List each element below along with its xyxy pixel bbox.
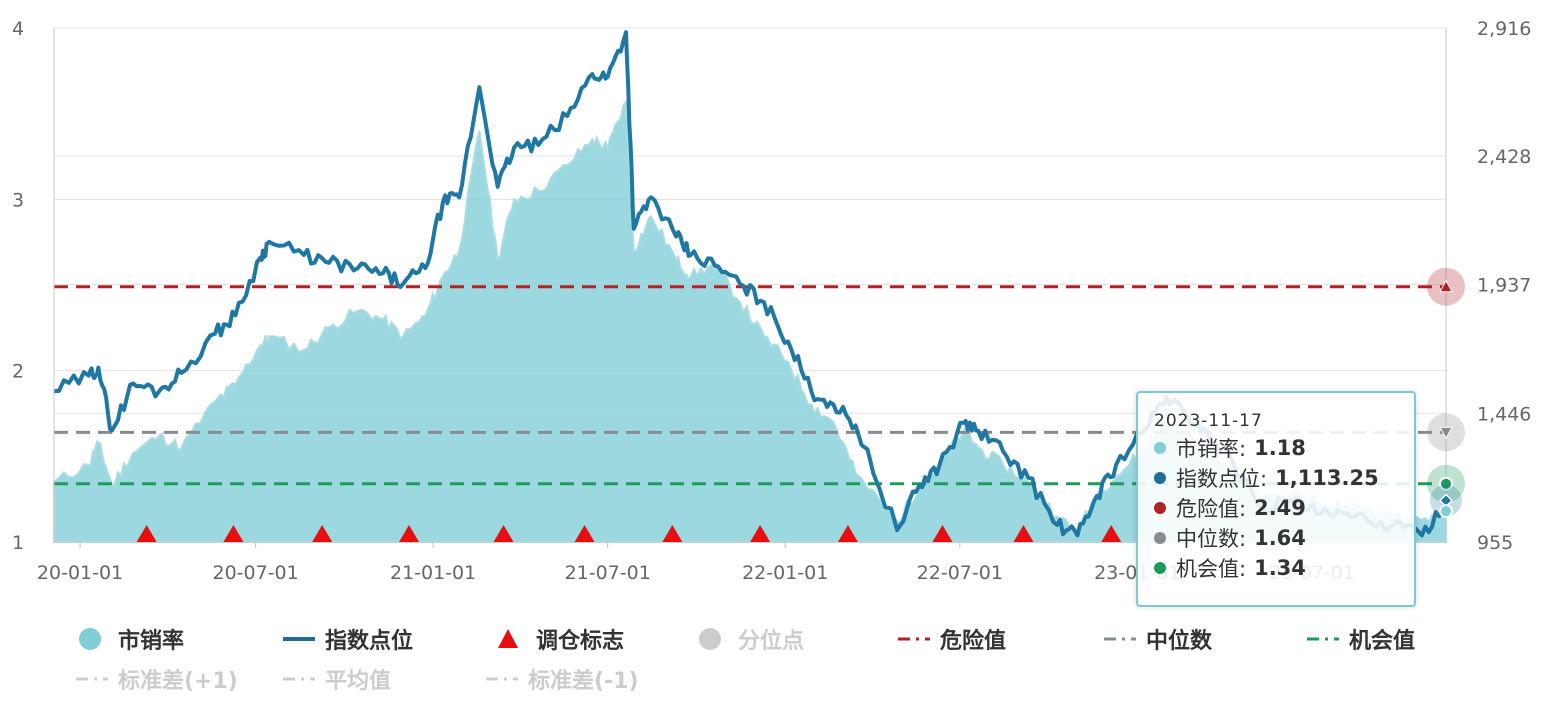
y-right-tick-label: 1,446 — [1477, 403, 1531, 425]
tooltip-dot — [1154, 562, 1166, 574]
tooltip-row: 机会值: 1.34 — [1154, 553, 1414, 583]
legend-symbol — [699, 628, 721, 650]
tooltip-dot — [1154, 472, 1166, 484]
legend-item[interactable]: 中位数 — [1104, 623, 1212, 655]
legend-label: 平均值 — [325, 669, 392, 694]
legend-dash-icon — [898, 637, 930, 641]
rebalance-marker — [493, 525, 514, 542]
tooltip-row: 市销率: 1.18 — [1154, 433, 1414, 463]
y-left-tick-label: 3 — [12, 189, 24, 211]
legend-item[interactable]: 危险值 — [898, 623, 1006, 655]
tooltip-value: 2.49 — [1254, 496, 1306, 520]
legend-label: 分位点 — [738, 629, 805, 654]
rebalance-markers — [136, 525, 1122, 542]
rebalance-marker — [136, 525, 157, 542]
y-left-tick-label: 2 — [12, 361, 24, 383]
legend-symbol — [79, 628, 101, 650]
rebalance-marker — [574, 525, 595, 542]
y-left-tick-label: 4 — [12, 18, 24, 40]
x-tick-label: 20-07-01 — [212, 562, 298, 584]
tooltip-value: 1.64 — [1254, 526, 1306, 550]
tooltip-value: 1,113.25 — [1275, 466, 1379, 490]
legend-label: 机会值 — [1349, 629, 1416, 654]
rebalance-marker — [398, 525, 419, 542]
tooltip-row: 指数点位: 1,113.25 — [1154, 463, 1414, 493]
danger-end-marker — [1439, 279, 1453, 293]
legend-dash-icon — [1104, 637, 1136, 641]
y-left-tick-label: 1 — [12, 532, 24, 554]
rebalance-marker — [837, 525, 858, 542]
rebalance-marker — [1101, 525, 1122, 542]
tooltip-label: 指数点位: — [1176, 467, 1268, 491]
legend-label: 指数点位 — [325, 629, 414, 654]
legend-item[interactable]: 市销率 — [76, 623, 184, 655]
x-tick-label: 22-01-01 — [742, 562, 828, 584]
tooltip-row: 危险值: 2.49 — [1154, 493, 1414, 523]
tooltip-dot — [1154, 502, 1166, 514]
median-end-marker — [1439, 426, 1453, 440]
tooltip-value: 1.18 — [1254, 436, 1306, 460]
legend-dash-icon — [486, 677, 518, 681]
legend-dash-icon — [76, 677, 108, 681]
legend: 市销率 指数点位 调仓标志 分位点 危险值 中位数 机会值标准差(+1) 平均值 标准差(-1) — [0, 615, 1559, 705]
legend-item[interactable]: 标准差(+1) — [76, 663, 238, 695]
ps-ratio-end-marker — [1439, 504, 1453, 519]
legend-item[interactable]: 分位点 — [696, 623, 804, 655]
x-tick-label: 22-07-01 — [917, 562, 1003, 584]
tooltip-rows: 市销率: 1.18 指数点位: 1,113.25 危险值: 2.49 中位数: 1.64 机会值… — [1154, 433, 1414, 583]
legend-triangle-icon — [498, 629, 518, 648]
tooltip-dot — [1154, 532, 1166, 544]
rebalance-marker — [662, 525, 683, 542]
tooltip-label: 机会值: — [1176, 557, 1247, 581]
legend-line-icon — [283, 637, 315, 641]
legend-label: 标准差(-1) — [528, 669, 639, 694]
tooltip-date: 2023-11-17 — [1154, 411, 1263, 431]
legend-item[interactable]: 指数点位 — [283, 623, 413, 655]
series-end-points — [1427, 267, 1465, 519]
legend-dash-icon — [1307, 637, 1339, 641]
x-tick-label: 21-01-01 — [390, 562, 476, 584]
y-right-tick-label: 2,428 — [1477, 146, 1531, 168]
tooltip-value: 1.34 — [1254, 556, 1306, 580]
tooltip-label: 危险值: — [1176, 497, 1247, 521]
y-right-tick-label: 955 — [1477, 532, 1513, 554]
y-right-tick-label: 1,937 — [1477, 275, 1531, 297]
legend-label: 调仓标志 — [536, 629, 625, 654]
rebalance-marker — [750, 525, 771, 542]
legend-label: 市销率 — [118, 629, 185, 654]
legend-item[interactable]: 标准差(-1) — [486, 663, 639, 695]
legend-item[interactable]: 平均值 — [283, 663, 391, 695]
x-tick-label: 20-01-01 — [37, 562, 123, 584]
hover-tooltip: 2023-11-17 市销率: 1.18 指数点位: 1,113.25 危险值: 2.49… — [1136, 391, 1416, 607]
legend-label: 危险值 — [940, 629, 1007, 654]
legend-label: 标准差(+1) — [118, 669, 238, 694]
legend-item[interactable]: 调仓标志 — [494, 623, 624, 655]
x-tick-label: 21-07-01 — [565, 562, 651, 584]
tooltip-label: 市销率: — [1176, 437, 1247, 461]
tooltip-row: 中位数: 1.64 — [1154, 523, 1414, 553]
opportunity-end-marker — [1439, 476, 1453, 491]
legend-symbol — [498, 629, 518, 648]
axes: 1 2 3 4 955 1,446 1,937 2,428 2,916 20-01-01 20-07… — [12, 18, 1531, 584]
y-right-tick-label: 2,916 — [1477, 18, 1531, 40]
legend-dash-icon — [283, 677, 315, 681]
tooltip-label: 中位数: — [1176, 527, 1247, 551]
rebalance-marker — [932, 525, 953, 542]
legend-item[interactable]: 机会值 — [1307, 623, 1415, 655]
legend-circle-icon — [79, 628, 101, 650]
rebalance-marker — [1013, 525, 1034, 542]
rebalance-marker — [223, 525, 244, 542]
legend-label: 中位数 — [1146, 629, 1213, 654]
tooltip-dot — [1154, 442, 1166, 454]
legend-circle-icon — [699, 628, 721, 650]
rebalance-marker — [312, 525, 333, 542]
